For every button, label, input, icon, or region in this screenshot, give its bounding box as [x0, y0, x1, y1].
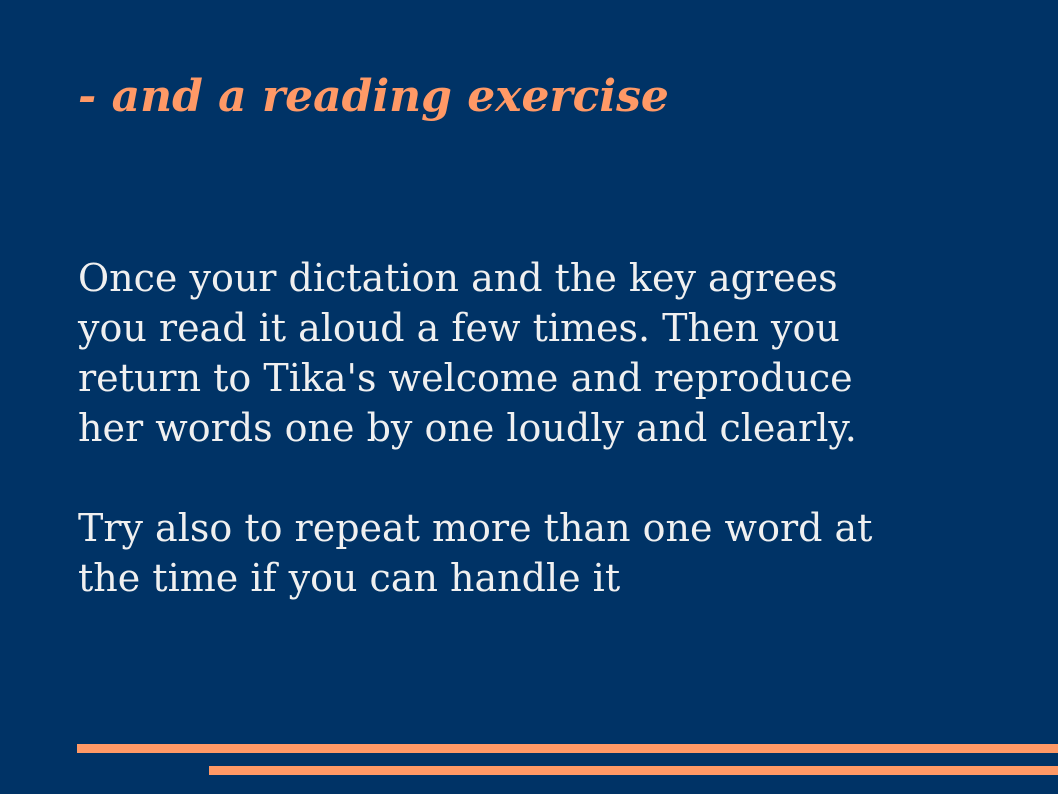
body-line: Try also to repeat more than one word at: [78, 506, 873, 550]
body-line: the time if you can handle it: [78, 556, 621, 600]
slide-body: Once your dictation and the key agrees y…: [78, 253, 1038, 603]
body-line: return to Tika's welcome and reproduce: [78, 356, 853, 400]
paragraph-instructions: Once your dictation and the key agrees y…: [78, 253, 1038, 453]
body-line: her words one by one loudly and clearly.: [78, 406, 857, 450]
decorative-bar-bottom: [209, 766, 1058, 775]
decorative-bar-top: [77, 744, 1058, 753]
slide-title: - and a reading exercise: [78, 71, 669, 122]
paragraph-tip: Try also to repeat more than one word at…: [78, 503, 1038, 603]
body-line: Once your dictation and the key agrees: [78, 256, 838, 300]
body-line: you read it aloud a few times. Then you: [78, 306, 840, 350]
